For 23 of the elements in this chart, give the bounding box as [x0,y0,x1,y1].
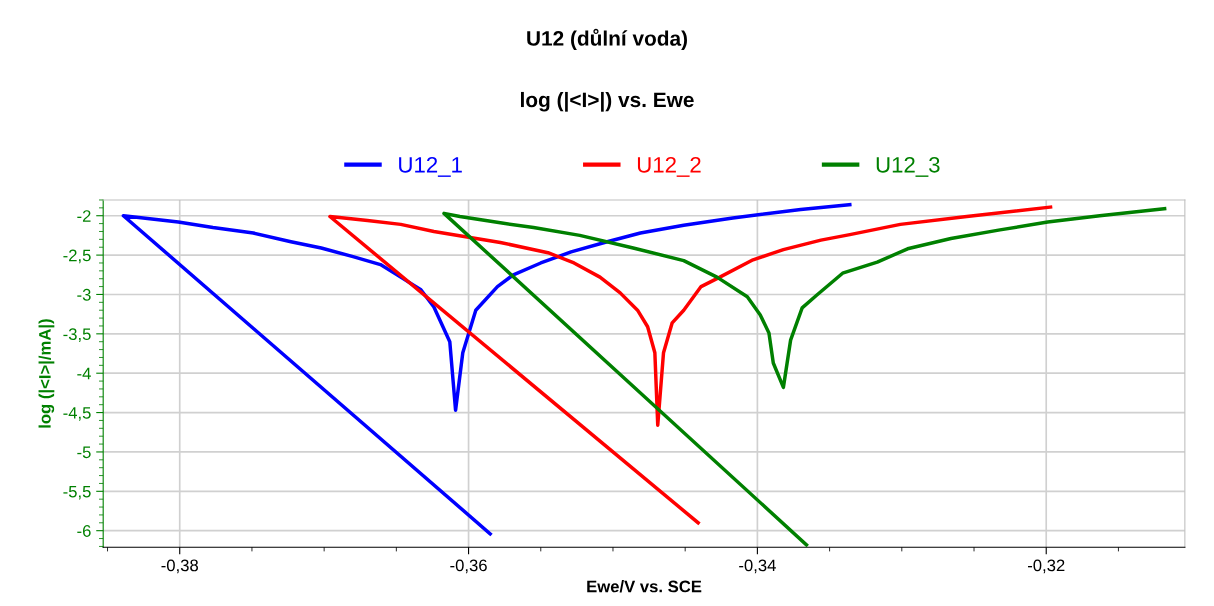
y-tick-label: -6 [77,525,91,537]
chart-subtitle: log (|<I>|) vs. Ewe [521,91,694,112]
chart-title: U12 (důlní voda) [527,28,687,50]
x-tick-label: -0,36 [450,559,487,574]
legend-label: U12_3 [876,156,940,177]
y-tick-label: -5,5 [63,485,91,500]
line-series [121,202,852,536]
x-tick-label: -0,32 [1027,559,1065,574]
y-tick-label: -5 [77,446,91,459]
line-series [442,206,1167,547]
y-tick-label: -4 [77,367,91,380]
y-axis-title: log (|<I>|/mA|) [38,319,55,428]
x-axis-title: Ewe/V vs. SCE [587,580,702,593]
y-tick-label: -3 [77,288,91,301]
legend-label: U12_2 [637,156,701,177]
x-tick-label: -0,34 [739,559,776,574]
line-series [328,205,1053,525]
y-tick-label: -3,5 [63,328,91,343]
y-tick-label: -2,5 [63,249,91,264]
legend-label: U12_1 [399,156,462,177]
y-tick-label: -2 [77,210,91,222]
x-tick-label: -0,38 [161,559,198,574]
y-tick-label: -4,5 [63,407,91,421]
